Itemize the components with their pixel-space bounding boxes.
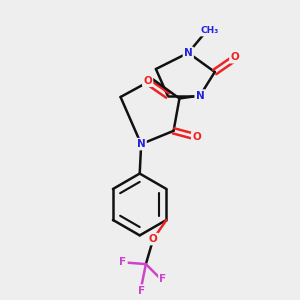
Text: O: O [192, 132, 201, 142]
Text: F: F [138, 286, 145, 296]
Text: O: O [230, 52, 239, 62]
Text: O: O [143, 76, 152, 86]
Text: N: N [184, 48, 193, 58]
Text: CH₃: CH₃ [200, 26, 219, 35]
Text: N: N [137, 139, 146, 149]
Text: F: F [119, 257, 127, 267]
Text: N: N [196, 91, 204, 100]
Text: O: O [149, 234, 158, 244]
Text: F: F [159, 274, 167, 284]
